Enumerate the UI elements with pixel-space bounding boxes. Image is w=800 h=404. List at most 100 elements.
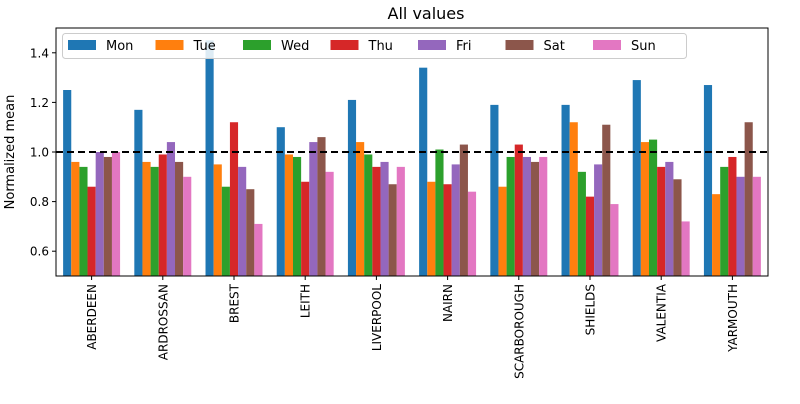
bar-sat-brest <box>246 189 255 276</box>
bar-wed-valentia <box>648 139 658 276</box>
x-tick-label: SHIELDS <box>584 284 598 335</box>
bar-fri-scarborough <box>522 156 532 276</box>
bar-tue-scarborough <box>498 186 507 276</box>
bar-mon-aberdeen <box>63 90 72 276</box>
bar-sun-scarborough <box>539 156 548 276</box>
legend-swatch <box>330 40 359 50</box>
bar-thu-nairn <box>443 184 452 276</box>
bar-mon-brest <box>205 40 214 276</box>
bar-mon-ardrossan <box>134 109 143 276</box>
legend-label: Mon <box>106 39 133 54</box>
x-tick-label: YARMOUTH <box>726 284 740 353</box>
bar-thu-yarmouth <box>728 156 737 276</box>
y-tick-label: 0.6 <box>30 245 49 259</box>
bar-wed-yarmouth <box>720 166 729 276</box>
bar-thu-scarborough <box>514 144 523 276</box>
x-tick-label: SCARBOROUGH <box>512 284 526 379</box>
bar-thu-aberdeen <box>87 186 96 276</box>
bar-wed-ardrossan <box>150 166 159 276</box>
legend-item-wed: Wed <box>243 39 309 54</box>
bar-sat-scarborough <box>531 161 540 276</box>
bar-sat-ardrossan <box>175 161 184 276</box>
bar-wed-shields <box>577 171 586 276</box>
bar-sun-valentia <box>681 221 690 276</box>
bar-tue-nairn <box>427 181 436 276</box>
x-tick-label: BREST <box>228 283 242 323</box>
bar-sun-ardrossan <box>183 176 192 276</box>
bar-sat-valentia <box>673 179 682 276</box>
bar-fri-valentia <box>665 161 674 276</box>
legend-swatch <box>418 40 446 50</box>
bar-mon-scarborough <box>490 104 499 276</box>
bar-sun-leith <box>325 171 334 276</box>
legend-swatch <box>505 40 534 50</box>
bar-tue-liverpool <box>356 142 365 276</box>
bar-mon-nairn <box>419 67 428 276</box>
bar-sun-yarmouth <box>752 176 761 276</box>
bar-wed-nairn <box>435 149 444 276</box>
bar-fri-leith <box>309 142 318 276</box>
bar-mon-shields <box>561 104 570 276</box>
bar-mon-yarmouth <box>703 85 713 276</box>
legend-item-sat: Sat <box>505 39 565 54</box>
legend-item-tue: Tue <box>155 39 216 54</box>
x-tick-label: NAIRN <box>441 284 455 322</box>
bar-sun-nairn <box>467 191 477 276</box>
legend: Mon Tue Wed Thu Fri Sat Sun <box>62 33 687 59</box>
bar-fri-yarmouth <box>736 176 745 276</box>
y-tick-label: 0.8 <box>30 195 49 209</box>
bar-tue-yarmouth <box>712 194 721 276</box>
legend-item-sun: Sun <box>593 39 656 54</box>
bar-thu-liverpool <box>372 166 381 276</box>
bars-group <box>63 40 761 276</box>
legend-item-thu: Thu <box>330 39 393 54</box>
bar-wed-aberdeen <box>79 166 88 276</box>
bar-sat-liverpool <box>388 184 397 276</box>
bar-thu-brest <box>229 122 239 276</box>
bar-sat-leith <box>317 137 326 276</box>
y-axis-label: Normalized mean <box>3 95 18 210</box>
bar-fri-nairn <box>451 164 460 276</box>
bar-sun-shields <box>610 204 619 276</box>
bar-sat-aberdeen <box>103 156 112 276</box>
legend-swatch <box>155 40 184 50</box>
legend-swatch <box>243 40 271 50</box>
axes-group: 0.6 0.8 1.0 1.2 1.4 ABERDEEN ARDROSSAN BREST LEI… <box>30 27 769 379</box>
bar-fri-ardrossan <box>166 142 176 276</box>
bar-thu-valentia <box>657 166 666 276</box>
x-tick-label: ABERDEEN <box>85 284 99 350</box>
bar-wed-leith <box>292 156 302 276</box>
bar-sat-shields <box>602 124 611 276</box>
legend-swatch <box>68 40 96 50</box>
x-tick-label: VALENTIA <box>655 283 669 342</box>
legend-label: Wed <box>281 39 309 54</box>
bar-fri-brest <box>238 166 247 276</box>
bar-tue-shields <box>569 122 578 276</box>
bar-tue-ardrossan <box>142 161 151 276</box>
bar-thu-ardrossan <box>158 154 167 276</box>
bar-mon-leith <box>276 127 285 276</box>
x-tick-label: ARDROSSAN <box>156 284 170 360</box>
bar-wed-scarborough <box>506 156 515 276</box>
legend-item-mon: Mon <box>68 39 133 54</box>
x-tick-label: LEITH <box>299 284 313 318</box>
bar-sun-aberdeen <box>111 152 121 276</box>
legend-label: Tue <box>193 39 216 54</box>
y-tick-label: 1.4 <box>30 46 49 60</box>
bar-sun-brest <box>254 223 263 276</box>
bar-tue-brest <box>213 164 222 276</box>
bar-fri-aberdeen <box>95 152 104 276</box>
bar-mon-valentia <box>632 80 641 276</box>
legend-swatch <box>593 40 621 50</box>
bar-tue-aberdeen <box>71 161 80 276</box>
legend-label: Thu <box>368 39 393 54</box>
bar-tue-valentia <box>640 142 649 276</box>
bar-fri-liverpool <box>380 161 389 276</box>
y-tick-label: 1.0 <box>30 146 49 160</box>
bar-wed-liverpool <box>364 154 373 276</box>
y-tick-label: 1.2 <box>30 96 49 110</box>
bar-fri-shields <box>594 164 603 276</box>
legend-label: Sat <box>544 39 565 54</box>
